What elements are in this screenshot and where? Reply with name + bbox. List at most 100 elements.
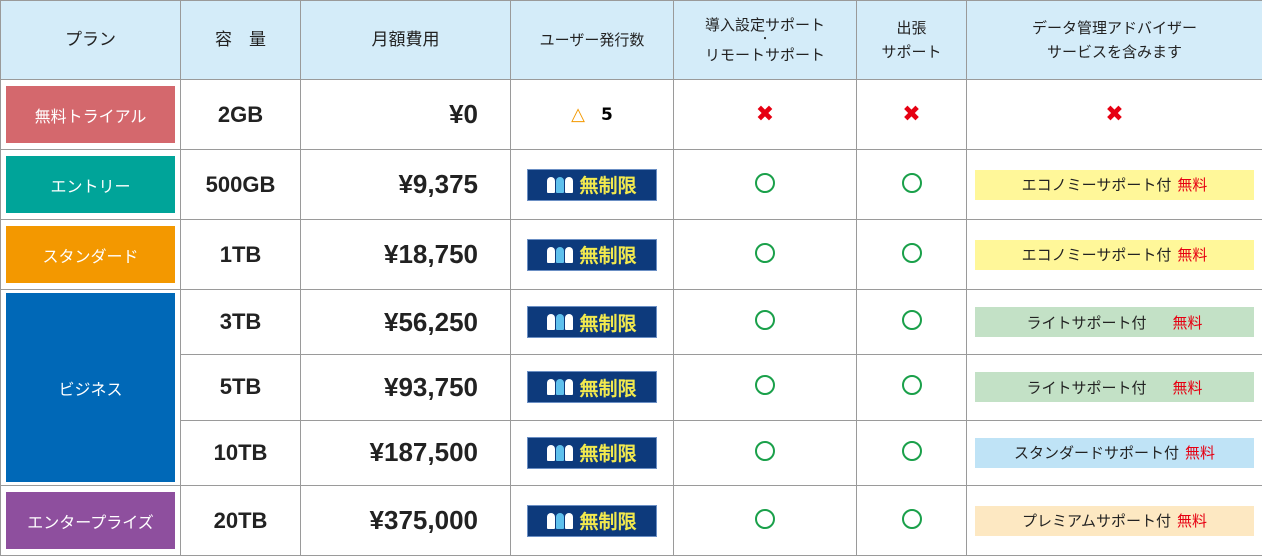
free-label: 無料 — [1177, 244, 1207, 265]
capacity: 500GB — [181, 150, 301, 220]
users-icon — [547, 445, 573, 461]
capacity: 3TB — [181, 290, 301, 355]
capacity: 20TB — [181, 486, 301, 556]
setup-cell — [674, 290, 857, 355]
advisor-cell: ✖ — [967, 80, 1262, 150]
visit-cell — [857, 290, 967, 355]
plan-label: スタンダード — [6, 226, 175, 283]
plan-label: 無料トライアル — [6, 86, 175, 143]
setup-cell — [674, 150, 857, 220]
available-icon — [755, 441, 775, 461]
capacity: 5TB — [181, 355, 301, 420]
table-row: 5TB¥93,750 無制限 ライトサポート付無料 — [1, 355, 1262, 420]
header-capacity: 容 量 — [181, 1, 301, 80]
setup-cell — [674, 355, 857, 420]
free-label: 無料 — [1185, 442, 1215, 463]
header-setup: 導入設定サポート・リモートサポート — [674, 1, 857, 80]
plan-label: ビジネス — [6, 293, 175, 482]
advisor-badge: エコノミーサポート付無料 — [975, 170, 1254, 200]
unavailable-icon: ✖ — [902, 102, 920, 127]
unlimited-badge: 無制限 — [527, 169, 657, 201]
capacity: 2GB — [181, 80, 301, 150]
available-icon — [902, 310, 922, 330]
plan-cell: エンタープライズ — [1, 486, 181, 556]
setup-cell — [674, 420, 857, 485]
user-count: 5 — [601, 105, 613, 125]
advisor-cell: エコノミーサポート付無料 — [967, 150, 1262, 220]
users-cell: △5 — [511, 80, 674, 150]
unlimited-badge: 無制限 — [527, 239, 657, 271]
plan-cell: ビジネス — [1, 290, 181, 486]
plan-cell: エントリー — [1, 150, 181, 220]
advisor-badge: ライトサポート付無料 — [975, 372, 1254, 402]
monthly-price: ¥375,000 — [301, 486, 511, 556]
plan-cell: スタンダード — [1, 220, 181, 290]
monthly-price: ¥187,500 — [301, 420, 511, 485]
visit-cell: ✖ — [857, 80, 967, 150]
available-icon — [902, 509, 922, 529]
plan-label: エントリー — [6, 156, 175, 213]
header-plan: プラン — [1, 1, 181, 80]
users-icon — [547, 379, 573, 395]
plan-label: エンタープライズ — [6, 492, 175, 549]
advisor-cell: プレミアムサポート付無料 — [967, 486, 1262, 556]
unlimited-badge: 無制限 — [527, 306, 657, 338]
advisor-badge: プレミアムサポート付無料 — [975, 506, 1254, 536]
users-cell: 無制限 — [511, 486, 674, 556]
triangle-icon: △ — [571, 104, 585, 125]
available-icon — [755, 375, 775, 395]
users-cell: 無制限 — [511, 220, 674, 290]
header-users: ユーザー発行数 — [511, 1, 674, 80]
capacity: 1TB — [181, 220, 301, 290]
advisor-badge: エコノミーサポート付無料 — [975, 240, 1254, 270]
users-cell: 無制限 — [511, 420, 674, 485]
header-row: プラン 容 量 月額費用 ユーザー発行数 導入設定サポート・リモートサポート 出… — [1, 1, 1262, 80]
capacity: 10TB — [181, 420, 301, 485]
visit-cell — [857, 150, 967, 220]
monthly-price: ¥93,750 — [301, 355, 511, 420]
users-icon — [547, 513, 573, 529]
advisor-cell: ライトサポート付無料 — [967, 290, 1262, 355]
advisor-cell: スタンダードサポート付無料 — [967, 420, 1262, 485]
available-icon — [902, 173, 922, 193]
available-icon — [755, 509, 775, 529]
unlimited-badge: 無制限 — [527, 371, 657, 403]
available-icon — [902, 375, 922, 395]
advisor-badge: スタンダードサポート付無料 — [975, 438, 1254, 468]
header-visit: 出張サポート — [857, 1, 967, 80]
unlimited-badge: 無制限 — [527, 505, 657, 537]
users-cell: 無制限 — [511, 355, 674, 420]
available-icon — [755, 310, 775, 330]
advisor-cell: エコノミーサポート付無料 — [967, 220, 1262, 290]
visit-cell — [857, 420, 967, 485]
unavailable-icon: ✖ — [756, 102, 774, 127]
available-icon — [902, 243, 922, 263]
visit-cell — [857, 355, 967, 420]
users-icon — [547, 314, 573, 330]
users-icon — [547, 177, 573, 193]
free-label: 無料 — [1173, 312, 1203, 333]
users-cell: 無制限 — [511, 290, 674, 355]
setup-cell: ✖ — [674, 80, 857, 150]
setup-cell — [674, 220, 857, 290]
free-label: 無料 — [1177, 174, 1207, 195]
users-cell: 無制限 — [511, 150, 674, 220]
visit-cell — [857, 220, 967, 290]
free-label: 無料 — [1177, 510, 1207, 531]
unavailable-icon: ✖ — [1105, 102, 1123, 127]
users-icon — [547, 247, 573, 263]
setup-cell — [674, 486, 857, 556]
monthly-price: ¥18,750 — [301, 220, 511, 290]
available-icon — [755, 243, 775, 263]
advisor-badge: ライトサポート付無料 — [975, 307, 1254, 337]
monthly-price: ¥9,375 — [301, 150, 511, 220]
monthly-price: ¥56,250 — [301, 290, 511, 355]
available-icon — [902, 441, 922, 461]
visit-cell — [857, 486, 967, 556]
plan-cell: 無料トライアル — [1, 80, 181, 150]
